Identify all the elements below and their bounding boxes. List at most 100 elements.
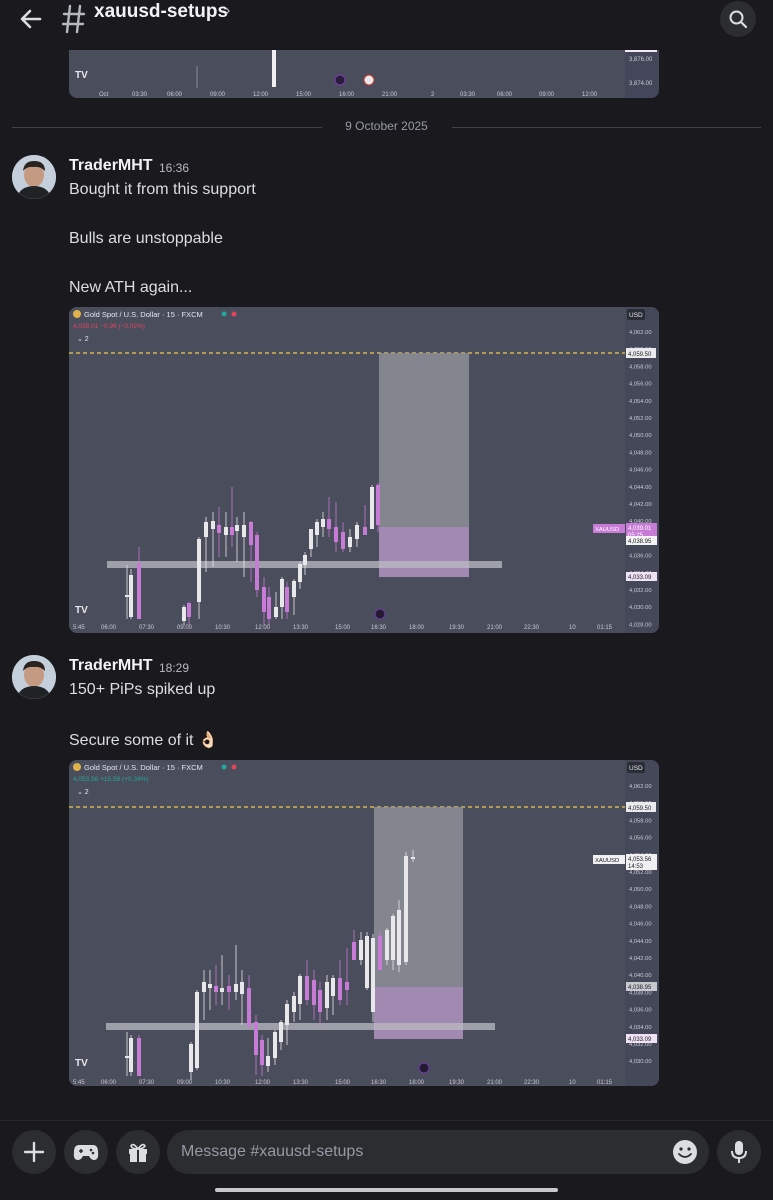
price-tick: 4,038.00 bbox=[629, 990, 652, 996]
candle bbox=[129, 575, 133, 617]
candle bbox=[266, 1056, 270, 1066]
candle bbox=[182, 607, 186, 621]
time-tick: 18:00 bbox=[409, 625, 425, 631]
chart-image-2[interactable]: Gold Spot / U.S. Dollar · 15 · FXCM 4,053… bbox=[69, 760, 659, 1086]
event-marker bbox=[374, 608, 386, 620]
candle bbox=[137, 1038, 141, 1076]
candle bbox=[378, 936, 382, 970]
time-tick: 21:00 bbox=[487, 625, 503, 631]
price-tick: 4,050.00 bbox=[629, 433, 652, 439]
candle bbox=[312, 980, 316, 1005]
candle bbox=[125, 1056, 129, 1058]
chart-image-1[interactable]: Gold Spot / U.S. Dollar · 15 · FXCM 4,039… bbox=[69, 307, 659, 633]
candle bbox=[273, 1032, 277, 1058]
time-tick: 09:00 bbox=[177, 1080, 193, 1086]
candle bbox=[298, 564, 302, 582]
activities-button[interactable] bbox=[64, 1130, 108, 1174]
time-tick: 06:00 bbox=[167, 92, 183, 98]
candle bbox=[397, 910, 401, 965]
candle bbox=[411, 857, 415, 859]
candle bbox=[327, 519, 331, 529]
voice-message-button[interactable] bbox=[717, 1130, 761, 1174]
symbol-label: XAUUSD bbox=[595, 858, 619, 864]
price-tick: 3,874.00 bbox=[629, 81, 653, 87]
time-tick: 16:30 bbox=[371, 625, 387, 631]
message-input-placeholder: Message #xauusd-setups bbox=[181, 1143, 364, 1160]
indicator-toggle: ⌄ 2 bbox=[77, 336, 89, 343]
time-tick: 01:15 bbox=[597, 1080, 613, 1086]
candle bbox=[341, 532, 345, 549]
search-button[interactable] bbox=[720, 1, 756, 37]
price-tick: 4,032.00 bbox=[629, 1042, 652, 1048]
author-name[interactable]: TraderMHT bbox=[69, 157, 153, 174]
support-zone bbox=[106, 1023, 495, 1030]
avatar[interactable] bbox=[12, 655, 56, 699]
emoji-icon[interactable] bbox=[671, 1138, 699, 1166]
candle bbox=[298, 976, 302, 1004]
candle bbox=[370, 487, 374, 529]
time-tick: 01:15 bbox=[597, 625, 613, 631]
candle bbox=[280, 579, 284, 607]
message-text: Secure some of it 👌🏻 bbox=[69, 732, 218, 749]
candle bbox=[204, 522, 208, 537]
time-tick: 12:00 bbox=[255, 1080, 271, 1086]
candle bbox=[240, 982, 244, 994]
candle bbox=[352, 942, 356, 960]
stop-price-label: 4,033.09 bbox=[628, 575, 652, 581]
price-tick: 4,042.00 bbox=[629, 956, 652, 962]
candle bbox=[262, 587, 266, 612]
candle bbox=[129, 1038, 133, 1072]
currency-label: USD bbox=[629, 312, 643, 319]
candle bbox=[359, 940, 363, 960]
price-tick: 4,048.00 bbox=[629, 450, 652, 456]
time-tick: 10 bbox=[569, 1080, 576, 1086]
chevron-right-icon[interactable]: › bbox=[225, 2, 231, 19]
time-tick: 19:30 bbox=[449, 625, 465, 631]
status-dot bbox=[231, 311, 237, 317]
symbol-badge bbox=[593, 855, 625, 864]
message-text: Bought it from this support bbox=[69, 181, 256, 198]
target-price-label: 4,059.50 bbox=[628, 352, 652, 358]
time-tick: 12:00 bbox=[253, 92, 269, 98]
avatar[interactable] bbox=[12, 155, 56, 199]
candle bbox=[285, 587, 289, 612]
time-tick: 13:30 bbox=[293, 1080, 309, 1086]
time-tick: 12:00 bbox=[255, 625, 271, 631]
target-price-badge bbox=[626, 802, 656, 812]
plus-icon bbox=[23, 1141, 45, 1163]
message-input[interactable]: Message #xauusd-setups bbox=[167, 1130, 709, 1174]
tradingview-logo: TV bbox=[75, 605, 88, 616]
microphone-icon bbox=[731, 1141, 747, 1163]
candle bbox=[303, 555, 307, 565]
current-price-label: 4,039.01 bbox=[628, 526, 652, 532]
time-tick: 07:30 bbox=[139, 1080, 155, 1086]
time-tick: 12:00 bbox=[582, 92, 598, 98]
gift-icon bbox=[129, 1143, 147, 1162]
candle bbox=[235, 525, 239, 531]
arrow-left-icon[interactable] bbox=[16, 4, 46, 34]
time-tick: Oct bbox=[99, 92, 109, 98]
gamepad-icon bbox=[73, 1145, 99, 1160]
candle bbox=[187, 603, 191, 617]
gift-button[interactable] bbox=[116, 1130, 160, 1174]
candle bbox=[285, 1004, 289, 1025]
candle bbox=[214, 986, 218, 992]
author-name[interactable]: TraderMHT bbox=[69, 657, 153, 674]
chart-quote: 4,053.56 +15.59 (+0.34%) bbox=[73, 776, 149, 783]
current-price-label: 4,053.56 bbox=[628, 857, 652, 863]
price-tick: 4,056.00 bbox=[629, 382, 652, 388]
time-tick: 15:00 bbox=[335, 1080, 351, 1086]
currency-badge bbox=[627, 309, 645, 320]
price-tick: 4,044.00 bbox=[629, 485, 652, 491]
price-tick: 4,056.00 bbox=[629, 836, 652, 842]
candle bbox=[331, 978, 335, 996]
current-price-badge bbox=[626, 523, 657, 539]
candle bbox=[267, 597, 271, 619]
channel-title[interactable]: xauusd-setups bbox=[94, 1, 229, 22]
add-attachment-button[interactable] bbox=[12, 1130, 56, 1174]
time-tick: 09:00 bbox=[177, 625, 193, 631]
candle bbox=[247, 988, 251, 1026]
time-tick: 19:30 bbox=[449, 1080, 465, 1086]
symbol-label: XAUUSD bbox=[595, 527, 619, 533]
candle bbox=[305, 976, 309, 1000]
